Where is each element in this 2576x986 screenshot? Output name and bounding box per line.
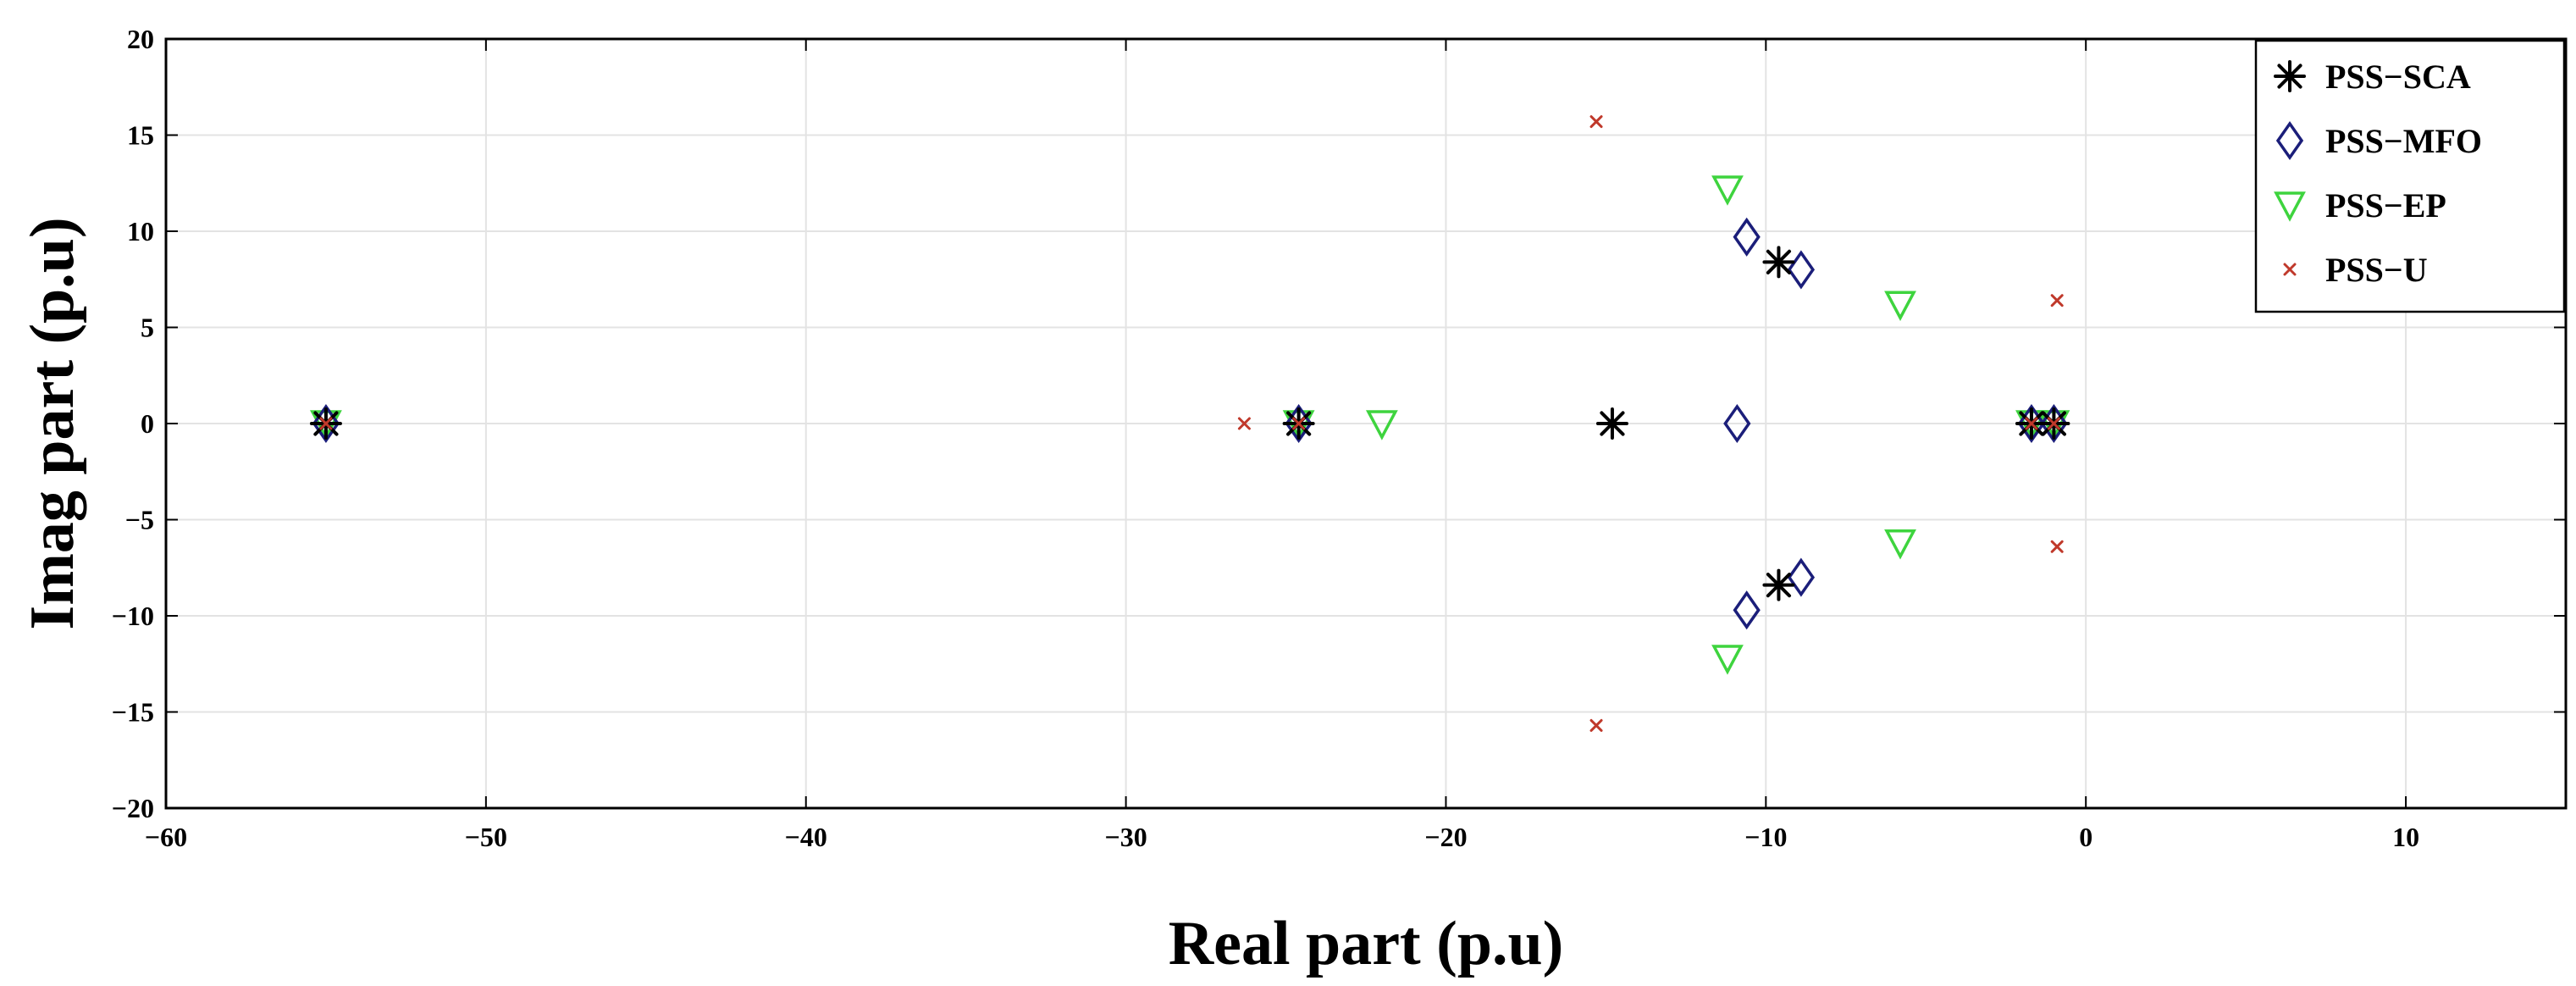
x-stroke xyxy=(1292,417,1306,430)
legend-item: PSS−U xyxy=(2283,251,2428,289)
legend-triangle-down-icon xyxy=(2274,191,2306,222)
asterisk-stroke xyxy=(1766,249,1792,274)
diamond-point xyxy=(1733,590,1761,630)
legend: PSS−SCA PSS−MFO PSS−EP PSS−U xyxy=(2254,39,2566,313)
asterisk-stroke xyxy=(2277,64,2302,89)
x-stroke xyxy=(1589,115,1603,129)
x-tick-label: −40 xyxy=(785,822,827,852)
x-axis-label: Real part (p.u) xyxy=(1169,909,1564,978)
series-x xyxy=(319,115,2064,732)
y-tick-label: 15 xyxy=(127,120,154,151)
legend-item: PSS−SCA xyxy=(2274,58,2471,96)
y-tick-label: 0 xyxy=(141,408,154,439)
triangle-down-point xyxy=(1711,645,1744,675)
triangle-down-point xyxy=(1711,175,1744,206)
legend-label: PSS−EP xyxy=(2325,186,2446,224)
x-point xyxy=(1292,417,1306,430)
asterisk-point xyxy=(1762,568,1795,601)
x-tick-label: 0 xyxy=(2079,822,2092,852)
triangle-down-point xyxy=(1365,410,1398,440)
x-point xyxy=(1589,115,1603,129)
x-stroke xyxy=(2283,263,2297,276)
diamond-point xyxy=(1787,557,1816,597)
y-tick-label: 5 xyxy=(141,313,154,343)
diamond-point xyxy=(1723,403,1751,444)
x-point xyxy=(2047,417,2060,430)
triangle-down-point xyxy=(1884,291,1916,321)
y-tick-label: −5 xyxy=(125,505,154,535)
y-tick-label: −20 xyxy=(112,793,154,823)
asterisk-point xyxy=(1762,246,1795,279)
x-stroke xyxy=(1237,417,1251,430)
legend-label: PSS−SCA xyxy=(2325,58,2471,96)
legend-asterisk-icon xyxy=(2274,60,2306,92)
x-stroke xyxy=(2025,417,2038,430)
x-tick-label: −60 xyxy=(145,822,187,852)
diamond-point xyxy=(1733,217,1761,257)
plot-frame xyxy=(164,37,2568,810)
legend-diamond-icon xyxy=(2275,120,2304,161)
legend-x-icon xyxy=(2283,263,2297,276)
y-tick-label: 10 xyxy=(127,216,154,246)
y-axis-ticks: −20 −15 −10 −5 0 5 10 15 20 xyxy=(112,24,2566,823)
x-stroke xyxy=(2047,417,2060,430)
x-tick-label: −30 xyxy=(1104,822,1147,852)
legend-item: PSS−MFO xyxy=(2275,120,2482,161)
y-axis-label: Imag part (p.u) xyxy=(18,217,87,629)
x-stroke xyxy=(1589,718,1603,732)
x-point xyxy=(2050,294,2064,307)
y-tick-label: −10 xyxy=(112,601,154,631)
x-point xyxy=(1237,417,1251,430)
triangle-down-point xyxy=(1884,529,1916,560)
x-tick-label: −10 xyxy=(1744,822,1787,852)
x-tick-label: −50 xyxy=(465,822,507,852)
x-stroke xyxy=(2050,540,2064,553)
legend-label: PSS−MFO xyxy=(2325,122,2482,160)
asterisk-point xyxy=(1595,407,1628,440)
x-tick-label: 10 xyxy=(2392,822,2419,852)
x-stroke xyxy=(319,417,333,430)
x-point xyxy=(319,417,333,430)
x-point xyxy=(2025,417,2038,430)
asterisk-stroke xyxy=(1766,573,1792,598)
y-tick-label: 20 xyxy=(127,24,154,54)
y-tick-label: −15 xyxy=(112,697,154,728)
legend-label: PSS−U xyxy=(2325,251,2428,289)
x-point xyxy=(2050,540,2064,553)
x-axis-ticks: −60 −50 −40 −30 −20 −10 0 10 xyxy=(145,39,2419,852)
data-marks xyxy=(309,115,2070,732)
asterisk-stroke xyxy=(1600,411,1625,436)
diamond-point xyxy=(1787,250,1816,290)
legend-item: PSS−EP xyxy=(2274,186,2446,224)
x-point xyxy=(1589,718,1603,732)
x-tick-label: −20 xyxy=(1424,822,1467,852)
x-stroke xyxy=(2050,294,2064,307)
legend-box xyxy=(2254,39,2566,313)
